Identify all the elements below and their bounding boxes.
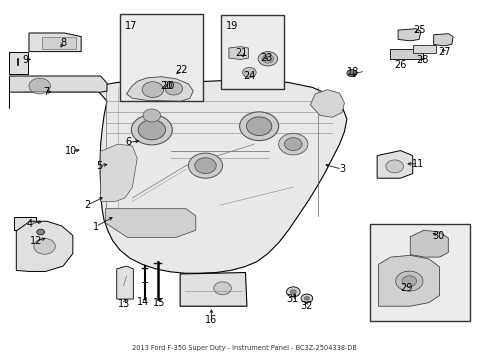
- Polygon shape: [16, 221, 73, 271]
- Text: 20: 20: [160, 81, 172, 91]
- Text: 4: 4: [27, 219, 33, 229]
- Text: 23: 23: [260, 53, 272, 63]
- Text: 21: 21: [235, 48, 247, 58]
- Text: 18: 18: [346, 67, 358, 77]
- Circle shape: [142, 82, 163, 98]
- Polygon shape: [378, 255, 439, 306]
- Circle shape: [286, 287, 300, 297]
- Polygon shape: [409, 230, 447, 257]
- Text: 10: 10: [65, 146, 78, 156]
- Circle shape: [246, 117, 271, 135]
- Polygon shape: [117, 266, 133, 299]
- Polygon shape: [29, 33, 81, 51]
- Polygon shape: [397, 29, 420, 41]
- Polygon shape: [310, 90, 344, 117]
- Polygon shape: [126, 77, 193, 101]
- Polygon shape: [228, 46, 248, 59]
- Polygon shape: [94, 80, 346, 273]
- Polygon shape: [9, 51, 27, 74]
- Text: 20: 20: [163, 81, 175, 91]
- Polygon shape: [433, 34, 452, 46]
- Text: 3: 3: [338, 164, 345, 174]
- Polygon shape: [14, 217, 36, 230]
- Circle shape: [346, 69, 356, 77]
- Circle shape: [258, 51, 277, 66]
- Text: 24: 24: [243, 71, 255, 81]
- Circle shape: [395, 271, 422, 291]
- Text: 29: 29: [399, 283, 412, 293]
- Circle shape: [262, 54, 273, 63]
- Text: 8: 8: [60, 38, 66, 48]
- Text: 2: 2: [84, 200, 90, 210]
- Text: 27: 27: [437, 46, 450, 57]
- Circle shape: [188, 153, 222, 178]
- Text: 28: 28: [415, 55, 428, 65]
- Circle shape: [239, 112, 278, 140]
- Text: 1: 1: [93, 222, 99, 231]
- Polygon shape: [376, 150, 412, 178]
- Circle shape: [385, 160, 403, 173]
- Circle shape: [164, 82, 182, 95]
- Circle shape: [304, 297, 309, 300]
- Polygon shape: [9, 76, 107, 108]
- Circle shape: [37, 229, 44, 235]
- Text: 13: 13: [118, 299, 130, 309]
- Text: 7: 7: [43, 87, 49, 97]
- Circle shape: [143, 109, 160, 122]
- Circle shape: [284, 138, 302, 150]
- Polygon shape: [101, 144, 137, 202]
- Circle shape: [29, 78, 50, 94]
- Text: 9: 9: [22, 55, 28, 65]
- Text: 22: 22: [175, 64, 187, 75]
- Text: 2013 Ford F-350 Super Duty - Instrument Panel - BC3Z-2504338-DB: 2013 Ford F-350 Super Duty - Instrument …: [132, 345, 356, 351]
- Text: 6: 6: [125, 138, 131, 147]
- Text: 19: 19: [225, 22, 238, 31]
- Bar: [389, 49, 422, 59]
- Circle shape: [194, 158, 216, 174]
- Bar: [369, 224, 469, 320]
- Text: 11: 11: [410, 159, 423, 169]
- Bar: [412, 45, 435, 53]
- Bar: [120, 14, 203, 101]
- Circle shape: [301, 294, 312, 303]
- Circle shape: [138, 120, 165, 140]
- Polygon shape: [42, 37, 76, 49]
- Circle shape: [242, 67, 256, 77]
- Text: 25: 25: [412, 25, 425, 35]
- Text: 30: 30: [431, 231, 444, 240]
- Polygon shape: [180, 273, 246, 306]
- Text: 26: 26: [393, 60, 406, 70]
- Circle shape: [278, 134, 307, 155]
- Circle shape: [131, 115, 172, 145]
- Text: 31: 31: [285, 294, 298, 304]
- Text: 16: 16: [205, 315, 217, 325]
- Text: 32: 32: [300, 301, 312, 311]
- Text: 5: 5: [96, 161, 102, 171]
- Text: 14: 14: [137, 297, 149, 307]
- Circle shape: [213, 282, 231, 295]
- Text: 17: 17: [125, 21, 137, 31]
- Text: 12: 12: [30, 236, 42, 246]
- Circle shape: [401, 276, 416, 287]
- Text: 15: 15: [153, 298, 165, 308]
- Circle shape: [34, 238, 55, 254]
- Circle shape: [290, 290, 296, 294]
- Bar: [221, 15, 284, 89]
- Polygon shape: [105, 209, 195, 237]
